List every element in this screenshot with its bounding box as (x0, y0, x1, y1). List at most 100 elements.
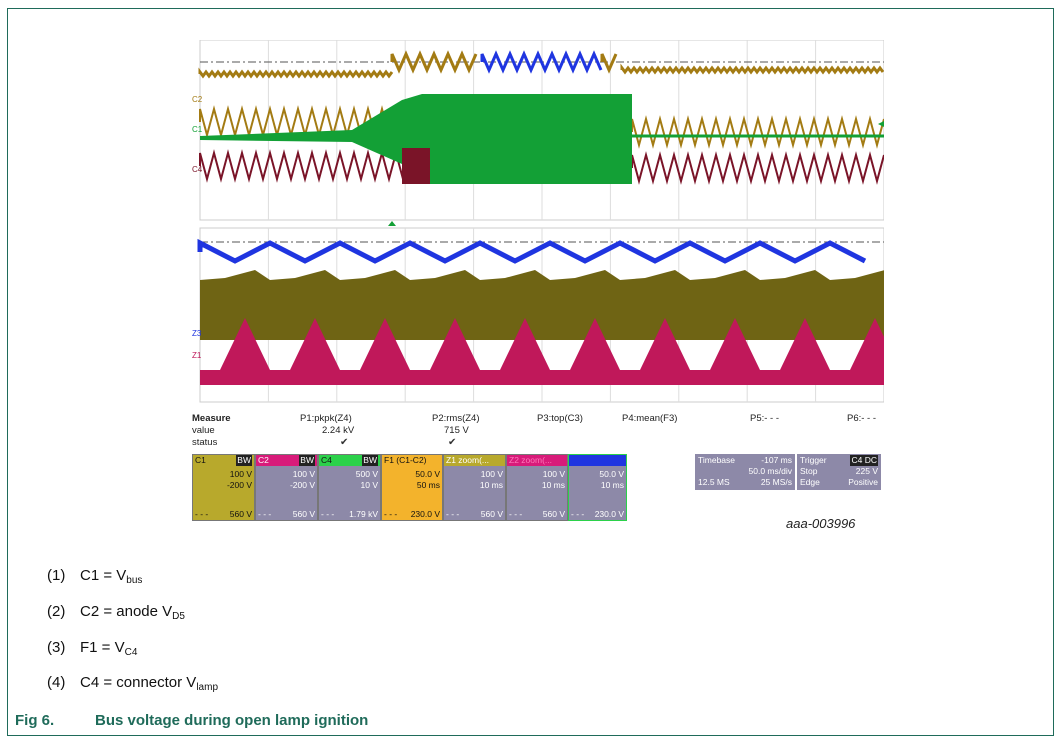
cursor-dashes: - - - (446, 509, 460, 519)
channel-offset: 10 ms (479, 480, 503, 490)
channel-title: Z2 zoom(... (509, 455, 552, 465)
channel-offset: -200 V (226, 480, 252, 490)
channel-marker-label: C2 (192, 95, 203, 104)
figure-frame (7, 8, 1054, 736)
channel-title: C2 (258, 455, 269, 465)
cursor-dashes: - - - (509, 509, 523, 519)
function-f1-box[interactable]: F1 (C1-C2) 50.0 V 50 ms - - - 230.0 V (381, 454, 443, 521)
legend-subscript: bus (126, 575, 143, 586)
channel-scale: 100 V (542, 469, 565, 479)
channel-offset: 50 ms (416, 480, 440, 490)
trigger-label: Trigger (800, 455, 827, 465)
trigger-box[interactable]: Trigger C4 DC Stop 225 V Edge Positive (797, 454, 881, 490)
timebase-samples: 12.5 MS (698, 477, 730, 487)
channel-c2-box[interactable]: C2 BW 100 V -200 V - - - 560 V (255, 454, 318, 521)
channel-scale: 50.0 V (599, 469, 624, 479)
channel-c4-box[interactable]: C4 BW 500 V 10 V - - - 1.79 kV (318, 454, 381, 521)
cursor-value: 560 V (292, 509, 315, 519)
param-p2-status-check-icon: ✔ (448, 437, 457, 448)
channel-c1-box[interactable]: C1 BW 100 V -200 V - - - 560 V (192, 454, 255, 521)
measure-header: Measure (192, 413, 231, 424)
zoom-z3-box[interactable]: 50.0 V 10 ms - - - 230.0 V (568, 454, 627, 521)
legend-number: (3) (47, 639, 66, 656)
figure-title: Bus voltage during open lamp ignition (95, 712, 369, 729)
cursor-value: 230.0 V (594, 509, 624, 519)
legend-subscript: lamp (196, 682, 219, 693)
legend-subscript: C4 (124, 647, 138, 658)
param-p6-name[interactable]: P6:- - - (847, 413, 877, 424)
param-p5-name[interactable]: P5:- - - (750, 413, 780, 424)
channel-offset: 10 ms (600, 480, 624, 490)
trigger-marker (388, 221, 396, 226)
channel-marker-label: C1 (192, 125, 203, 134)
param-p3-name[interactable]: P3:top(C3) (537, 413, 583, 424)
param-p2-value: 715 V (444, 425, 469, 436)
channel-scale: 500 V (355, 469, 378, 479)
param-p1-value: 2.24 kV (322, 425, 355, 436)
measure-value-label: value (192, 425, 215, 436)
cursor-value: 560 V (480, 509, 503, 519)
channel-title: C4 (321, 455, 332, 465)
param-p1-status-check-icon: ✔ (340, 437, 349, 448)
cursor-dashes: - - - (384, 509, 398, 519)
channel-scale: 100 V (292, 469, 315, 479)
legend-number: (2) (47, 603, 66, 620)
measure-panel: Measure P1:pkpk(Z4) P2:rms(Z4) P3:top(C3… (192, 413, 884, 451)
trigger-slope: Positive (848, 477, 878, 487)
cursor-value: 560 V (542, 509, 565, 519)
zoom-z1-box[interactable]: Z1 zoom(... 100 V 10 ms - - - 560 V (443, 454, 506, 521)
cursor-dashes: - - - (258, 509, 272, 519)
legend-number: (1) (47, 567, 66, 584)
trigger-mode: Stop (800, 466, 818, 476)
bw-badge: BW (236, 455, 252, 466)
timebase-box[interactable]: Timebase -107 ms 50.0 ms/div 12.5 MS 25 MS… (695, 454, 795, 490)
z2-magenta-zoom-fill (200, 318, 884, 385)
cursor-value: 560 V (229, 509, 252, 519)
legend-text: C1 = V (80, 567, 127, 584)
cursor-dashes: - - - (571, 509, 585, 519)
legend-text: C2 = anode V (80, 603, 173, 620)
channel-offset: 10 V (360, 480, 379, 490)
trigger-level: 225 V (855, 466, 878, 476)
channel-scale: 50.0 V (415, 469, 440, 479)
channel-offset: -200 V (289, 480, 315, 490)
legend-subscript: D5 (172, 611, 185, 622)
cursor-dashes: - - - (321, 509, 335, 519)
trigger-source-badge: C4 DC (850, 455, 878, 466)
measure-status-row: status ✔ ✔ (192, 437, 884, 449)
channel-offset: 10 ms (541, 480, 565, 490)
zoom-z2-box[interactable]: Z2 zoom(... 100 V 10 ms - - - 560 V (506, 454, 568, 521)
timebase-rate: 25 MS/s (760, 477, 792, 487)
c4-lamp-burst (200, 94, 632, 184)
channel-scale: 100 V (480, 469, 503, 479)
c2-maroon-trace-right (631, 151, 884, 185)
channel-title: C1 (195, 455, 206, 465)
c4-marker-right (878, 121, 884, 127)
figure-reference-id: aaa-003996 (786, 516, 856, 531)
cursor-dashes: - - - (195, 509, 209, 519)
c2-anode-trace-right (631, 115, 884, 149)
c2-maroon-trace-left (199, 149, 418, 183)
param-p4-name[interactable]: P4:mean(F3) (622, 413, 678, 424)
legend-number: (4) (47, 674, 66, 691)
oscilloscope-screen: C1 C2 C4 Z3 Z1 (192, 40, 884, 408)
figure-number: Fig 6. (15, 712, 55, 729)
legend-item-2: (2) C2 = anode VD5 (47, 603, 185, 622)
channel-marker-label: C4 (192, 165, 203, 174)
bw-badge: BW (362, 455, 378, 466)
channel-scale: 100 V (229, 469, 252, 479)
param-p1-name[interactable]: P1:pkpk(Z4) (300, 413, 352, 424)
param-p2-name[interactable]: P2:rms(Z4) (432, 413, 480, 424)
legend-item-3: (3) F1 = VC4 (47, 639, 137, 658)
f1-trace-overlay (480, 50, 603, 74)
legend-text: F1 = V (80, 639, 125, 656)
measure-status-label: status (192, 437, 218, 448)
timebase-div: 50.0 ms/div (748, 466, 792, 476)
oscilloscope-traces: C1 C2 C4 Z3 Z1 (192, 40, 884, 403)
figure-caption: Fig 6. Bus voltage during open lamp ignit… (15, 712, 368, 729)
timebase-label: Timebase (698, 455, 736, 465)
c1-bus-trace-fall (600, 53, 618, 74)
zoom-marker-label: Z1 (192, 351, 202, 360)
c2-burst-dark-block (402, 148, 430, 184)
legend-item-4: (4) C4 = connector Vlamp (47, 674, 218, 693)
